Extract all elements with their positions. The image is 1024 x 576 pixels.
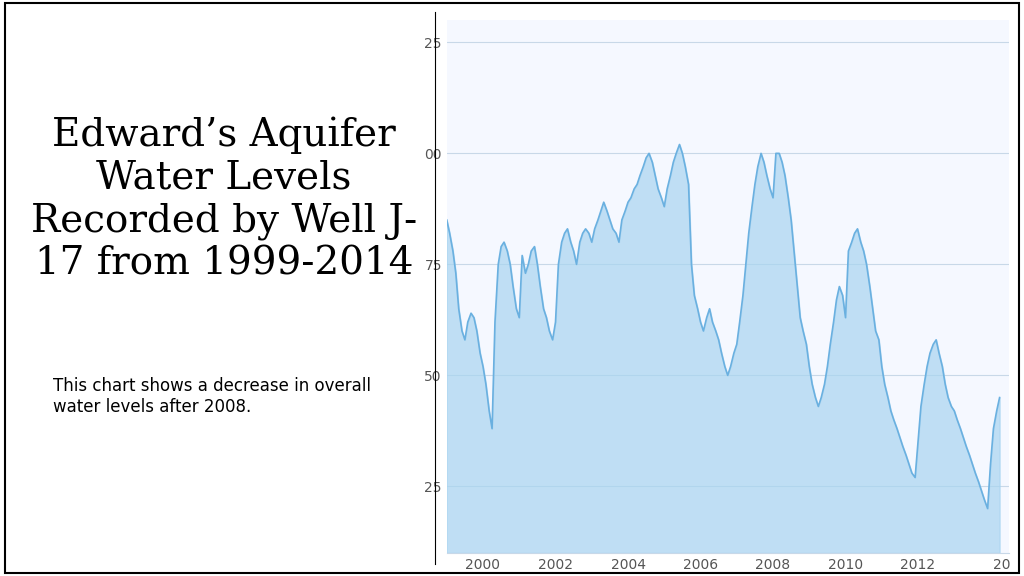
Text: This chart shows a decrease in overall
water levels after 2008.: This chart shows a decrease in overall w… [53,377,371,416]
Text: Edward’s Aquifer
Water Levels
Recorded by Well J-
17 from 1999-2014: Edward’s Aquifer Water Levels Recorded b… [31,116,417,282]
